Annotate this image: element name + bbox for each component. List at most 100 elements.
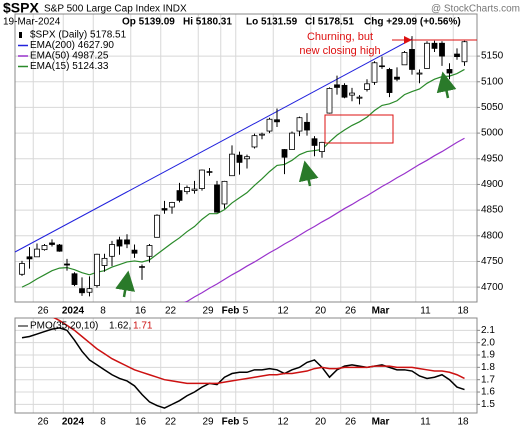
x-tick-label: Feb (222, 417, 240, 428)
x-tick-label: 29 (202, 417, 214, 428)
candle-body (236, 154, 243, 163)
x-tick-label: 26 (345, 417, 357, 428)
candle-body (424, 42, 430, 69)
candle-body (34, 248, 40, 258)
candle-body (56, 244, 63, 252)
series-line (183, 137, 465, 302)
x-tick-label: 16 (135, 417, 147, 428)
candle-body (251, 135, 258, 148)
y-tick-label: 5000 (481, 128, 504, 139)
x-tick-label: 11 (420, 306, 431, 317)
y-tick-label: 4750 (481, 256, 504, 267)
x-tick-label: 12 (277, 306, 289, 317)
watermark: @ StockCharts.com (431, 4, 520, 15)
x-tick-label: 5 (243, 417, 249, 428)
candle-body (431, 42, 438, 49)
x-tick-label: 26 (37, 417, 49, 428)
candle-body (64, 263, 70, 266)
candle-body (214, 184, 220, 213)
candle-body (364, 83, 370, 90)
highlight-box (324, 114, 394, 144)
candle-body (146, 245, 153, 257)
quote-change: Chg +29.09 (+0.56%) (364, 17, 461, 28)
candle-body (349, 92, 355, 96)
candle-body (19, 263, 25, 275)
x-tick-label: 22 (165, 417, 177, 428)
y-tick-label: 1.7 (481, 374, 495, 385)
x-tick-label: 11 (420, 417, 431, 428)
date: 19-Mar-2024 (3, 17, 61, 28)
y-tick-label: 4900 (481, 179, 504, 190)
y-tick-label: 1.5 (481, 399, 495, 410)
price-layer (19, 36, 468, 302)
quote: Op 5139.09 Hi 5180.31 Lo 5131.59 Cl 5178… (122, 17, 461, 28)
y-tick-label: 5150 (481, 51, 504, 62)
x-tick-label: 26 (345, 306, 357, 317)
annotation: new closing high (299, 45, 380, 57)
symbol: $SPX (3, 0, 39, 16)
candle-body (221, 180, 228, 205)
candle-body (184, 187, 190, 193)
grid-layer (15, 14, 477, 413)
candle-body (49, 242, 55, 245)
x-tick-label: 22 (165, 306, 177, 317)
x-tick-label: 8 (100, 306, 106, 317)
pmo-title: PMO(35,20,10) (30, 321, 98, 332)
pmo-frame (14, 317, 478, 414)
candle-body (199, 169, 205, 189)
x-tick-label: Mar (372, 417, 390, 428)
annotation: Churning, but (307, 31, 373, 43)
candle-body (191, 188, 198, 191)
y-tick-label: 5100 (481, 76, 504, 87)
candle-body (154, 214, 160, 238)
candle-body (169, 202, 175, 208)
candle-body (259, 133, 265, 136)
candle-body (116, 239, 123, 247)
candle-body (176, 190, 183, 201)
candle-body (311, 138, 318, 146)
candle-body (26, 256, 33, 260)
pmo-signal-value: 1.71 (133, 321, 153, 332)
x-tick-label: 20 (315, 417, 327, 428)
candle-body (454, 53, 460, 58)
candle-body (139, 266, 145, 268)
legend-label: EMA(200) 4627.90 (30, 40, 114, 51)
quote-high: Hi 5180.31 (183, 17, 232, 28)
x-tick-label: 2024 (62, 306, 85, 317)
candle-body (446, 69, 453, 74)
x-tick-label: Mar (372, 306, 390, 317)
candle-body (379, 65, 385, 68)
candle-body (334, 84, 340, 88)
green-arrow (436, 71, 457, 99)
candle-body (401, 52, 408, 66)
x-tick-label: 20 (315, 306, 327, 317)
candle-body (94, 253, 100, 286)
quote-low: Lo 5131.59 (246, 17, 298, 28)
trendline (14, 38, 413, 253)
candle-body (394, 76, 400, 80)
x-tick-label: 5 (243, 306, 249, 317)
candle-body (296, 117, 303, 132)
price-frame (14, 13, 478, 303)
quote-close: Cl 5178.51 (305, 17, 354, 28)
candle-body (289, 132, 295, 150)
y-tick-label: 5050 (481, 102, 504, 113)
candle-body (439, 42, 445, 57)
legend-label: $SPX (Daily) 5178.51 (30, 30, 127, 41)
candle-body (409, 49, 415, 70)
x-tick-label: 18 (457, 417, 469, 428)
x-tick-label: 29 (202, 306, 214, 317)
candle-body (304, 121, 310, 131)
candle-body (124, 239, 130, 245)
series-line (52, 318, 465, 385)
x-tick-label: 12 (277, 417, 289, 428)
pmo-layer (21, 318, 465, 409)
candle-body (244, 156, 250, 160)
candle-body (86, 288, 93, 293)
pmo-value: 1.62, (109, 321, 131, 332)
candle-body (131, 249, 138, 254)
quote-open: Op 5139.09 (122, 17, 175, 28)
candle-body (101, 257, 108, 266)
